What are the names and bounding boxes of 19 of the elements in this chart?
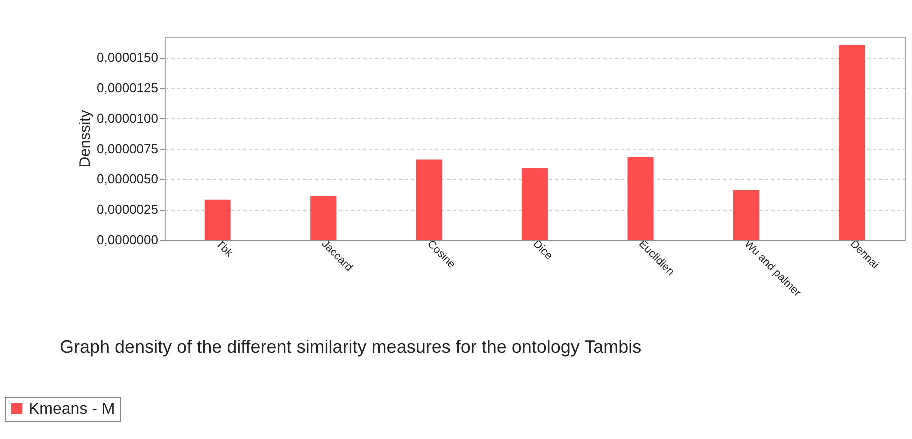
bar bbox=[310, 196, 337, 240]
bar bbox=[839, 46, 866, 240]
x-tick-label: Tbk bbox=[214, 238, 236, 260]
y-tick-label: 0,0000125 bbox=[97, 80, 158, 96]
y-tick-label: 0,0000150 bbox=[97, 50, 158, 66]
x-tick-label: Dice bbox=[530, 238, 555, 262]
y-tick-label: 0,0000025 bbox=[97, 202, 158, 218]
y-tick-label: 0,0000050 bbox=[97, 172, 158, 187]
y-tick-label: 0,0000075 bbox=[97, 141, 158, 156]
y-tick-label: 0,0000100 bbox=[97, 110, 158, 126]
bar bbox=[733, 190, 760, 240]
y-axis-title: Denssity bbox=[77, 110, 94, 168]
bar bbox=[416, 160, 442, 240]
text: Graph density of the different similarity measures for the ontology Tambis bbox=[60, 337, 642, 357]
legend-label: Kmeans - M bbox=[29, 401, 116, 418]
y-tick-label: 0,0000000 bbox=[97, 232, 158, 248]
bar bbox=[522, 168, 548, 240]
bar bbox=[628, 157, 654, 240]
bar bbox=[204, 200, 231, 240]
